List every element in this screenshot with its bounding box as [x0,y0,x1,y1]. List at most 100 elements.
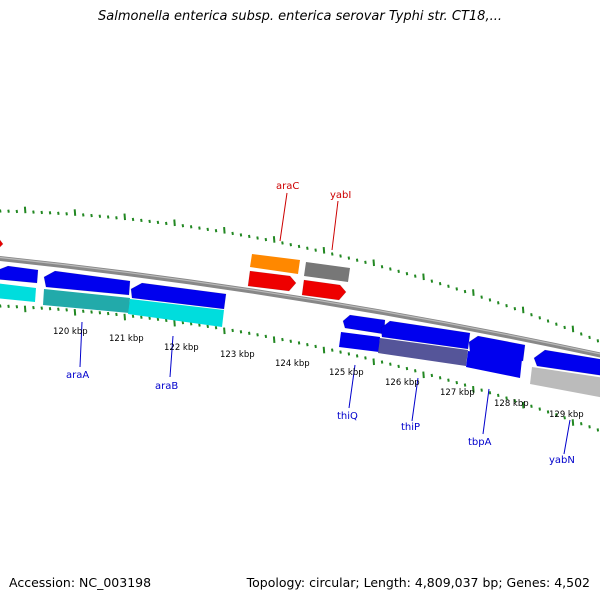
inner-tick [355,354,359,358]
outer-tick [297,244,301,249]
inner-tick [580,422,583,426]
inner-tick [231,328,234,333]
outer-tick [546,319,550,323]
inner-tick [123,313,126,321]
inner-tick [148,316,151,320]
label-leader-line [348,364,356,409]
outer-tick [497,301,500,305]
outer-tick [447,284,450,288]
outer-tick [596,339,600,343]
outer-tick [314,248,317,252]
inner-tick [23,305,27,313]
inner-tick [272,336,276,344]
gene-block-blue [466,351,522,378]
outer-tick [148,219,151,224]
inner-tick [322,346,326,354]
inner-tick-row [0,304,600,432]
inner-tick [488,391,492,395]
inner-tick [239,330,243,334]
label-leader-line [563,419,571,455]
outer-tick [331,252,334,256]
gene-label-yabN: yabN [549,455,575,466]
outer-tick [455,287,458,291]
inner-tick [447,378,450,382]
outer-tick [264,237,268,242]
gene-label-araB: araB [155,381,178,392]
scale-tick-label: 120 kbp [53,327,88,337]
outer-tick [0,209,2,213]
accession-text: Accession: NC_003198 [9,575,152,590]
outer-tick [422,273,425,281]
outer-tick [98,214,102,218]
outer-tick [397,269,400,274]
scale-tick-label: 127 kbp [440,388,475,398]
outer-tick [414,274,417,278]
label-leader-line [169,335,174,378]
inner-tick [214,326,218,330]
inner-tick [115,312,118,317]
outer-tick [430,279,434,283]
inner-tick [497,393,500,398]
outer-tick [289,242,292,247]
inner-tick [165,318,168,323]
inner-tick [223,327,226,335]
inner-tick [248,331,251,335]
outer-tick [347,256,351,260]
outer-tick [339,254,342,258]
inner-tick [82,309,85,313]
gene-block-cyan [128,299,224,327]
outer-tick [140,218,143,223]
outer-tick [23,206,27,214]
label-leader-line [411,377,419,422]
gene-block-cyan [43,289,130,313]
inner-tick [405,366,409,371]
inner-tick [32,305,35,310]
gene-arrow-blue [380,320,471,350]
inner-tick [90,310,93,314]
inner-tick [264,334,268,339]
inner-tick [7,304,10,309]
inner-tick [281,337,284,342]
inner-tick [48,307,52,311]
inner-tick [463,383,467,387]
inner-tick [306,343,309,347]
gene-arrow-red [0,239,4,248]
outer-tick [7,209,10,213]
gene-block-cyan [0,283,36,302]
gene-arrow-red [247,270,297,292]
inner-tick [289,339,292,343]
inner-tick [347,352,351,356]
inner-tick [596,428,600,432]
gene-label-tbpA: tbpA [468,437,492,448]
gene-label-thiQ: thiQ [337,411,358,422]
inner-tick [364,356,367,360]
outer-tick [438,281,442,286]
backbone-line [0,256,600,358]
inner-tick [430,373,434,378]
outer-tick [272,236,276,243]
outer-tick [198,226,201,230]
outer-tick [306,246,309,250]
gene-block-gray [530,367,600,398]
outer-tick [40,210,43,215]
gene-block-purple [378,338,468,366]
outer-tick [165,221,168,226]
outer-tick [355,258,359,262]
inner-tick [555,413,558,417]
inner-tick [206,324,209,329]
inner-tick [65,308,68,312]
inner-tick [331,348,334,352]
scale-tick-label: 129 kbp [549,410,584,420]
outer-tick [82,213,85,217]
outer-tick [472,289,475,296]
inner-tick [480,388,483,392]
inner-tick [98,311,102,315]
inner-tick [521,401,525,409]
scale-tick-label: 123 kbp [220,350,255,360]
inner-tick [173,319,176,327]
inner-tick [140,315,143,319]
gene-label-thiP: thiP [401,422,420,433]
gene-label-araC: araC [276,181,299,192]
inner-tick [106,311,110,316]
outer-tick [173,219,176,227]
